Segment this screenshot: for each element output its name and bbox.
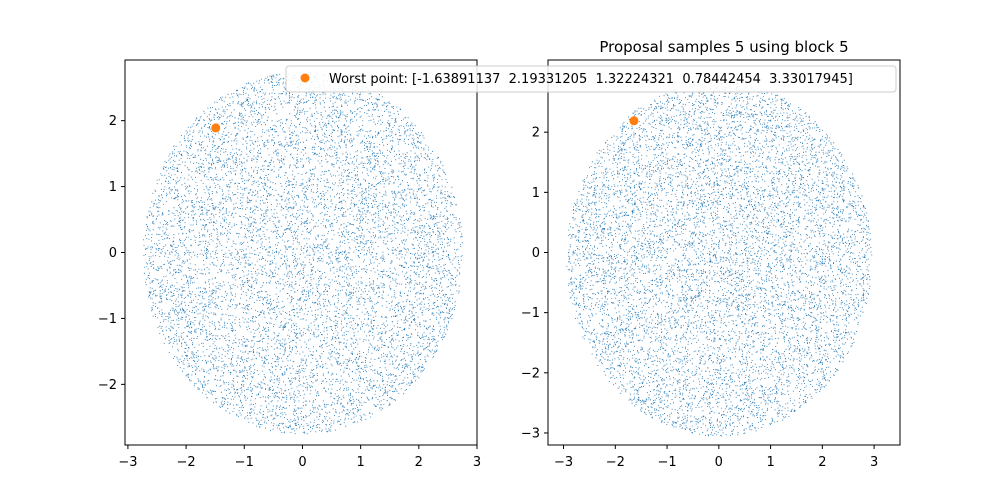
x-tick-label: −1 [657,455,676,470]
right-sample-points [566,81,873,437]
y-tick-label: 1 [109,180,117,195]
x-tick-label: −3 [118,455,137,470]
x-tick-label: 0 [715,455,723,470]
right-subplot: −3 −2 −1 0 1 2 3 −3 −2 −1 0 1 2 Proposal samples 5 … [521,38,901,470]
x-tick-label: 0 [298,455,306,470]
x-tick-label: 1 [356,455,364,470]
legend: Worst point: [-1.63891137 2.19331205 1.3… [285,65,897,93]
x-tick-label: −2 [177,455,196,470]
x-tick-label: 3 [870,455,878,470]
right-worst-point-marker [629,116,639,126]
y-tick-label: 1 [532,186,540,201]
y-tick-label: 0 [532,246,540,261]
right-chart-title: Proposal samples 5 using block 5 [599,38,848,56]
legend-box [285,65,897,93]
x-tick-label: −2 [606,455,625,470]
y-tick-label: 0 [109,246,117,261]
x-tick-label: −3 [554,455,573,470]
legend-worst-point-marker [300,73,310,83]
y-tick-label: −1 [98,312,117,327]
legend-label: Worst point: [-1.63891137 2.19331205 1.3… [329,72,853,87]
sample-points [566,81,873,437]
y-tick-label: −1 [521,306,540,321]
y-tick-label: 2 [109,114,117,129]
x-tick-label: 3 [473,455,481,470]
y-tick-label: −3 [521,426,540,441]
x-tick-label: 2 [818,455,826,470]
x-tick-label: 2 [415,455,423,470]
y-tick-label: 2 [532,126,540,141]
right-x-ticks: −3 −2 −1 0 1 2 3 [554,445,878,470]
x-tick-label: −1 [235,455,254,470]
left-x-ticks: −3 −2 −1 0 1 2 3 [118,445,481,470]
left-subplot: −3 −2 −1 0 1 2 3 −2 −1 0 1 2 [98,59,481,470]
left-worst-point-marker [211,123,221,133]
y-tick-label: −2 [98,378,117,393]
left-y-ticks: −2 −1 0 1 2 [98,114,125,393]
x-tick-label: 1 [766,455,774,470]
y-tick-label: −2 [521,366,540,381]
right-y-ticks: −3 −2 −1 0 1 2 [521,126,548,441]
